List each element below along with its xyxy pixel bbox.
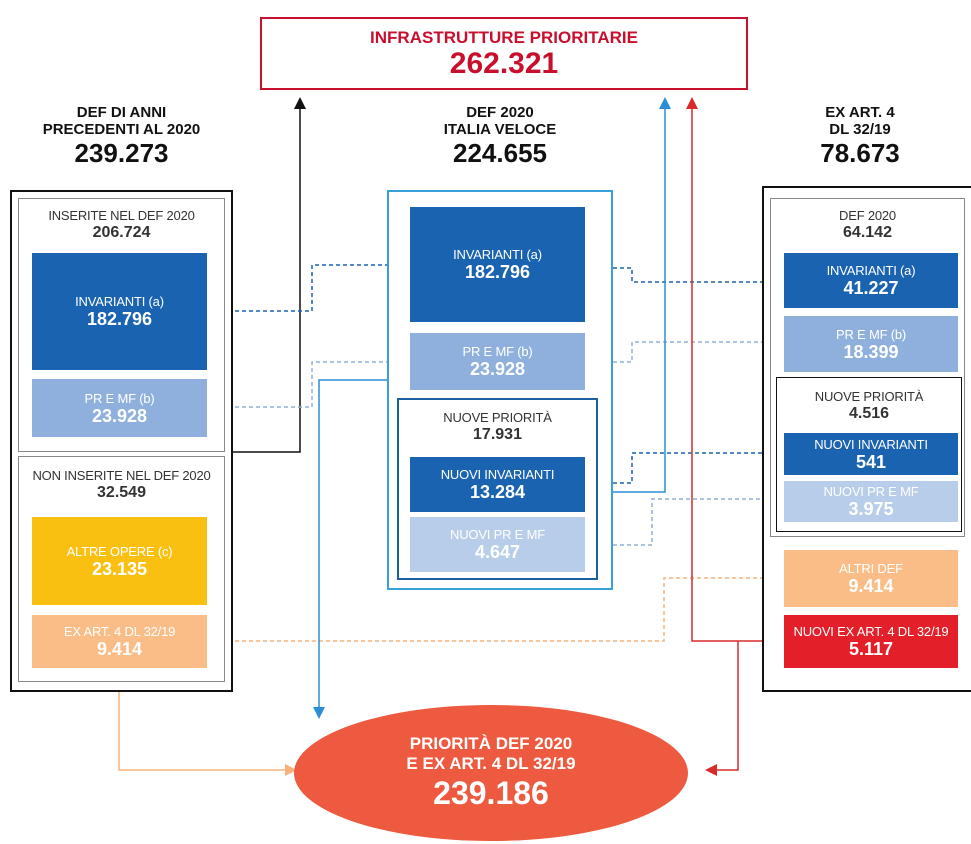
group-heading: NUOVE PRIORITÀ 4.516: [776, 389, 962, 424]
group-total: 206.724: [92, 224, 151, 241]
column-heading: DEF DI ANNI PRECEDENTI AL 2020 239.273: [10, 104, 233, 168]
result-value: 239.186: [433, 775, 549, 811]
heading-total: 78.673: [820, 138, 900, 168]
box: PR E MF (b) 23.928: [410, 333, 585, 390]
column-heading: EX ART. 4 DL 32/19 78.673: [762, 104, 958, 168]
box-value: 23.928: [91, 405, 148, 426]
line: [705, 641, 739, 776]
box: EX ART. 4 DL 32/19 9.414: [32, 615, 207, 668]
line: [207, 356, 411, 408]
group-label: DEF 2020: [839, 208, 896, 223]
result-ellipse: [294, 705, 688, 841]
box-label: INVARIANTI (a): [75, 294, 164, 309]
heading-line: EX ART. 4: [825, 104, 895, 121]
box-label: NUOVI INVARIANTI: [440, 467, 555, 482]
box-value: 13.284: [469, 482, 526, 502]
heading-line: DL 32/19: [829, 121, 891, 138]
line: [233, 97, 306, 453]
box-label: INVARIANTI (a): [826, 263, 916, 278]
box-label: INVARIANTI (a): [453, 247, 542, 262]
box-label: NUOVI EX ART. 4 DL 32/19: [793, 624, 949, 639]
group-total: 17.931: [473, 426, 522, 443]
group-frame: [18, 198, 225, 452]
group-heading: DEF 2020 64.142: [770, 208, 965, 243]
result-line: E EX ART. 4 DL 32/19: [406, 754, 576, 773]
box-label: NUOVI INVARIANTI: [814, 436, 928, 452]
group-total: 64.142: [843, 224, 892, 241]
line: [686, 97, 784, 642]
box: INVARIANTI (a) 182.796: [32, 253, 207, 370]
box-value: 18.399: [843, 341, 899, 362]
box-label: ALTRE OPERE (c): [66, 543, 173, 559]
line: [207, 259, 411, 312]
line: [585, 493, 785, 546]
top-title: INFRASTRUTTURE PRIORITARIE: [370, 27, 638, 47]
box-value: 23.928: [469, 359, 526, 379]
box: NUOVI INVARIANTI 541: [784, 433, 958, 475]
heading-line: DEF 2020: [466, 104, 534, 121]
box: NUOVI EX ART. 4 DL 32/19 5.117: [784, 615, 958, 668]
group-heading: NUOVE PRIORITÀ 17.931: [397, 410, 598, 445]
box-value: 5.117: [848, 639, 894, 659]
result: PRIORITÀ DEF 2020 E EX ART. 4 DL 32/19 2…: [294, 705, 688, 841]
box-label: PR E MF (b): [835, 326, 907, 342]
top-value: 262.321: [449, 46, 559, 80]
group-total: 32.549: [97, 484, 146, 501]
group-heading: INSERITE NEL DEF 2020 206.724: [18, 208, 225, 243]
box: ALTRI DEF 9.414: [784, 550, 958, 607]
heading-line: ITALIA VELOCE: [443, 121, 557, 138]
line: [313, 379, 387, 719]
heading-total: 239.273: [74, 138, 169, 168]
box: NUOVI PR E MF 4.647: [410, 517, 585, 572]
box-value: 3.975: [848, 499, 894, 519]
group-frame: [18, 456, 225, 682]
box-value: 182.796: [464, 262, 531, 282]
box-value: 541: [855, 451, 887, 472]
heading-line: DEF DI ANNI: [76, 104, 167, 121]
box-value: 23.135: [91, 558, 148, 579]
group-total: 4.516: [848, 405, 890, 422]
box-value: 9.414: [848, 576, 894, 596]
box: INVARIANTI (a) 41.227: [784, 253, 958, 308]
group-heading: NON INSERITE NEL DEF 2020 32.549: [18, 468, 225, 503]
group-label: INSERITE NEL DEF 2020: [48, 208, 195, 223]
box-label: ALTRI DEF: [839, 561, 903, 576]
box-label: PR E MF (b): [462, 344, 533, 359]
box-value: 9.414: [96, 639, 143, 659]
box-value: 182.796: [86, 309, 153, 329]
box-label: PR E MF (b): [84, 390, 155, 406]
line: [585, 447, 785, 484]
group-frame: [770, 198, 965, 537]
top-box: INFRASTRUTTURE PRIORITARIE 262.321: [260, 17, 748, 90]
box-value: 41.227: [843, 278, 899, 298]
group-label: NUOVE PRIORITÀ: [814, 389, 924, 404]
box: PR E MF (b) 23.928: [32, 379, 207, 437]
line: [118, 668, 297, 776]
heading-line: PRECEDENTI AL 2020: [42, 121, 201, 138]
line: [598, 97, 671, 493]
group-label: NON INSERITE NEL DEF 2020: [32, 468, 211, 483]
group-frame: [397, 398, 598, 580]
heading-total: 224.655: [453, 138, 547, 168]
line: [585, 336, 785, 363]
box: PR E MF (b) 18.399: [784, 316, 958, 372]
box: INVARIANTI (a) 182.796: [410, 207, 585, 322]
box: NUOVI INVARIANTI 13.284: [410, 457, 585, 512]
group-label: NUOVE PRIORITÀ: [443, 410, 552, 425]
column-heading: DEF 2020 ITALIA VELOCE 224.655: [387, 104, 613, 168]
box-label: NUOVI PR E MF: [450, 527, 545, 542]
box-label: NUOVI PR E MF: [823, 484, 919, 499]
box: ALTRE OPERE (c) 23.135: [32, 517, 207, 605]
result-line: PRIORITÀ DEF 2020: [409, 734, 573, 753]
line: [585, 267, 785, 288]
box-value: 4.647: [474, 542, 521, 562]
box: NUOVI PR E MF 3.975: [784, 481, 958, 522]
box-label: EX ART. 4 DL 32/19: [63, 624, 176, 639]
group-frame: [776, 377, 962, 532]
